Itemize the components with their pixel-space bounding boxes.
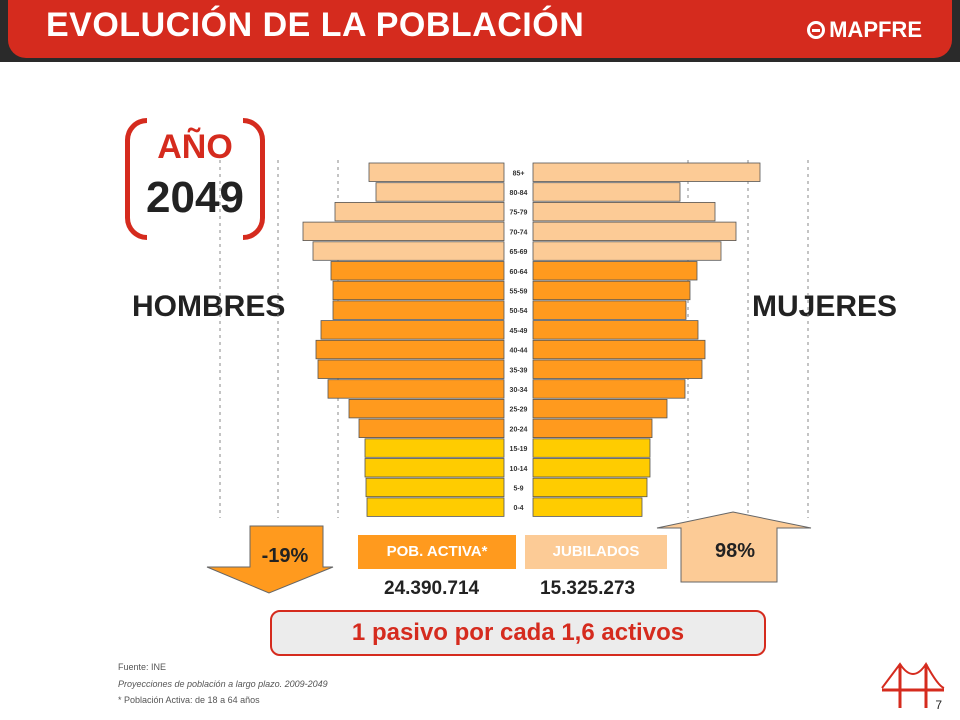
- age-label: 75-79: [510, 210, 528, 217]
- bar-mujeres-25-29: [532, 398, 668, 419]
- age-label: 25-29: [510, 407, 528, 414]
- age-label: 50-54: [510, 308, 528, 315]
- age-label: 10-14: [510, 466, 528, 473]
- page-number: 7: [935, 698, 942, 712]
- bar-hombres-70-74: [302, 221, 505, 242]
- retired-change: 98%: [714, 540, 756, 562]
- active-value: 24.390.714: [384, 578, 480, 599]
- age-label: 20-24: [510, 426, 528, 433]
- page-title: EVOLUCIÓN DE LA POBLACIÓN: [46, 6, 585, 44]
- bar-mujeres-80-84: [532, 182, 681, 202]
- title-banner: EVOLUCIÓN DE LA POBLACIÓN MAPFRE: [8, 0, 952, 58]
- bar-mujeres-5-9: [532, 477, 648, 498]
- bar-mujeres-60-64: [532, 261, 698, 281]
- bar-hombres-40-44: [315, 339, 505, 360]
- age-label: 0-4: [513, 505, 523, 512]
- active-legend: POB. ACTIVA*: [358, 535, 516, 569]
- bar-mujeres-65-69: [532, 241, 722, 261]
- brand-name: MAPFRE: [829, 17, 922, 42]
- year-label: AÑO: [157, 128, 233, 166]
- age-label: 70-74: [510, 229, 528, 236]
- age-label: 85+: [513, 170, 525, 177]
- mapfre-logo-icon: [807, 21, 826, 39]
- summary-banner: 1 pasivo por cada 1,6 activos: [270, 610, 766, 656]
- age-label: 40-44: [510, 348, 528, 355]
- bar-hombres-50-54: [332, 300, 505, 320]
- age-label: 35-39: [510, 367, 528, 374]
- age-label: 45-49: [510, 328, 528, 335]
- age-label: 15-19: [510, 446, 528, 453]
- bar-mujeres-85+: [532, 162, 761, 182]
- bar-mujeres-35-39: [532, 359, 703, 379]
- bar-hombres-30-34: [327, 379, 505, 399]
- bar-mujeres-50-54: [532, 300, 687, 320]
- age-label: 30-34: [510, 387, 528, 394]
- bar-hombres-15-19: [364, 438, 505, 458]
- bar-mujeres-45-49: [532, 320, 699, 340]
- down-arrow-icon: [206, 525, 334, 594]
- bar-hombres-5-9: [365, 477, 505, 498]
- bar-hombres-20-24: [358, 418, 505, 439]
- retired-value: 15.325.273: [540, 578, 636, 599]
- bar-hombres-10-14: [364, 458, 505, 478]
- bar-hombres-35-39: [317, 359, 505, 379]
- age-label: 5-9: [513, 485, 523, 492]
- age-label: 65-69: [510, 249, 528, 256]
- bar-hombres-25-29: [348, 398, 505, 419]
- men-label: HOMBRES: [132, 290, 286, 323]
- bar-mujeres-70-74: [532, 221, 737, 242]
- age-label: 55-59: [510, 288, 528, 295]
- bridge-icon: [881, 662, 945, 708]
- bar-mujeres-10-14: [532, 458, 651, 478]
- left-bracket-icon: [125, 118, 147, 240]
- bar-mujeres-75-79: [532, 201, 716, 222]
- bar-mujeres-0-4: [532, 497, 643, 517]
- up-arrow-icon: [656, 511, 812, 583]
- bar-mujeres-15-19: [532, 438, 651, 458]
- age-label: 60-64: [510, 269, 528, 276]
- footnote-note: * Población Activa: de 18 a 64 años: [118, 695, 260, 705]
- bar-hombres-55-59: [332, 280, 505, 301]
- active-change: -19%: [261, 545, 309, 567]
- footnote-source: Fuente: INE: [118, 662, 167, 672]
- year-value: 2049: [146, 173, 244, 222]
- bar-mujeres-20-24: [532, 418, 653, 439]
- bar-mujeres-55-59: [532, 280, 691, 301]
- bar-hombres-65-69: [312, 241, 505, 261]
- brand-logo: MAPFRE: [807, 17, 922, 43]
- age-label: 80-84: [510, 190, 528, 197]
- footnote-publication: Proyecciones de población a largo plazo.…: [118, 679, 328, 689]
- bar-hombres-75-79: [334, 201, 505, 222]
- bar-mujeres-30-34: [532, 379, 686, 399]
- bar-hombres-60-64: [330, 261, 505, 281]
- women-label: MUJERES: [752, 290, 898, 323]
- bar-hombres-80-84: [375, 182, 505, 202]
- bar-mujeres-40-44: [532, 339, 706, 360]
- year-badge: AÑO 2049: [125, 118, 265, 240]
- bar-hombres-0-4: [366, 497, 505, 517]
- bar-hombres-45-49: [320, 320, 505, 340]
- retired-legend: JUBILADOS: [525, 535, 667, 569]
- bar-hombres-85+: [368, 162, 505, 182]
